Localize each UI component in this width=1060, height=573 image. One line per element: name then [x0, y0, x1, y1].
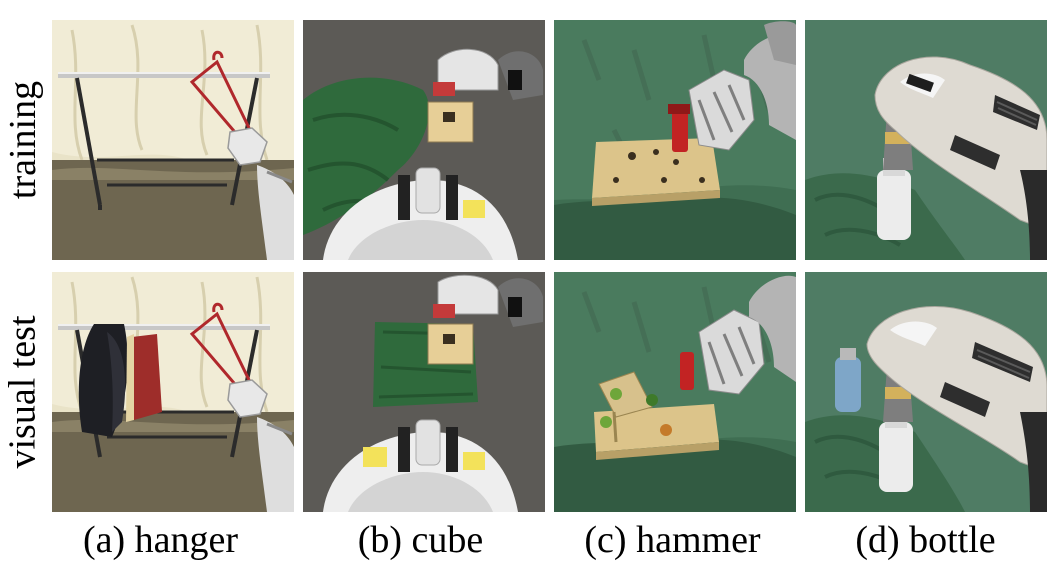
caption-hanger: (a) hanger	[82, 519, 239, 561]
caption-cube: (b) cube	[357, 519, 484, 561]
row-label-training: training	[2, 80, 45, 200]
photo-cube-visual-test	[303, 272, 545, 512]
photo-hanger-visual-test	[52, 272, 294, 512]
photo-hanger-training	[52, 20, 294, 260]
caption-bottle: (d) bottle	[855, 519, 996, 561]
photo-hammer-training	[554, 20, 796, 260]
photo-hammer-visual-test	[554, 272, 796, 512]
caption-hammer: (c) hammer	[584, 519, 761, 561]
photo-bottle-training	[805, 20, 1047, 260]
photo-cube-training	[303, 20, 545, 260]
photo-bottle-visual-test	[805, 272, 1047, 512]
row-label-visual-test: visual test	[2, 315, 45, 469]
